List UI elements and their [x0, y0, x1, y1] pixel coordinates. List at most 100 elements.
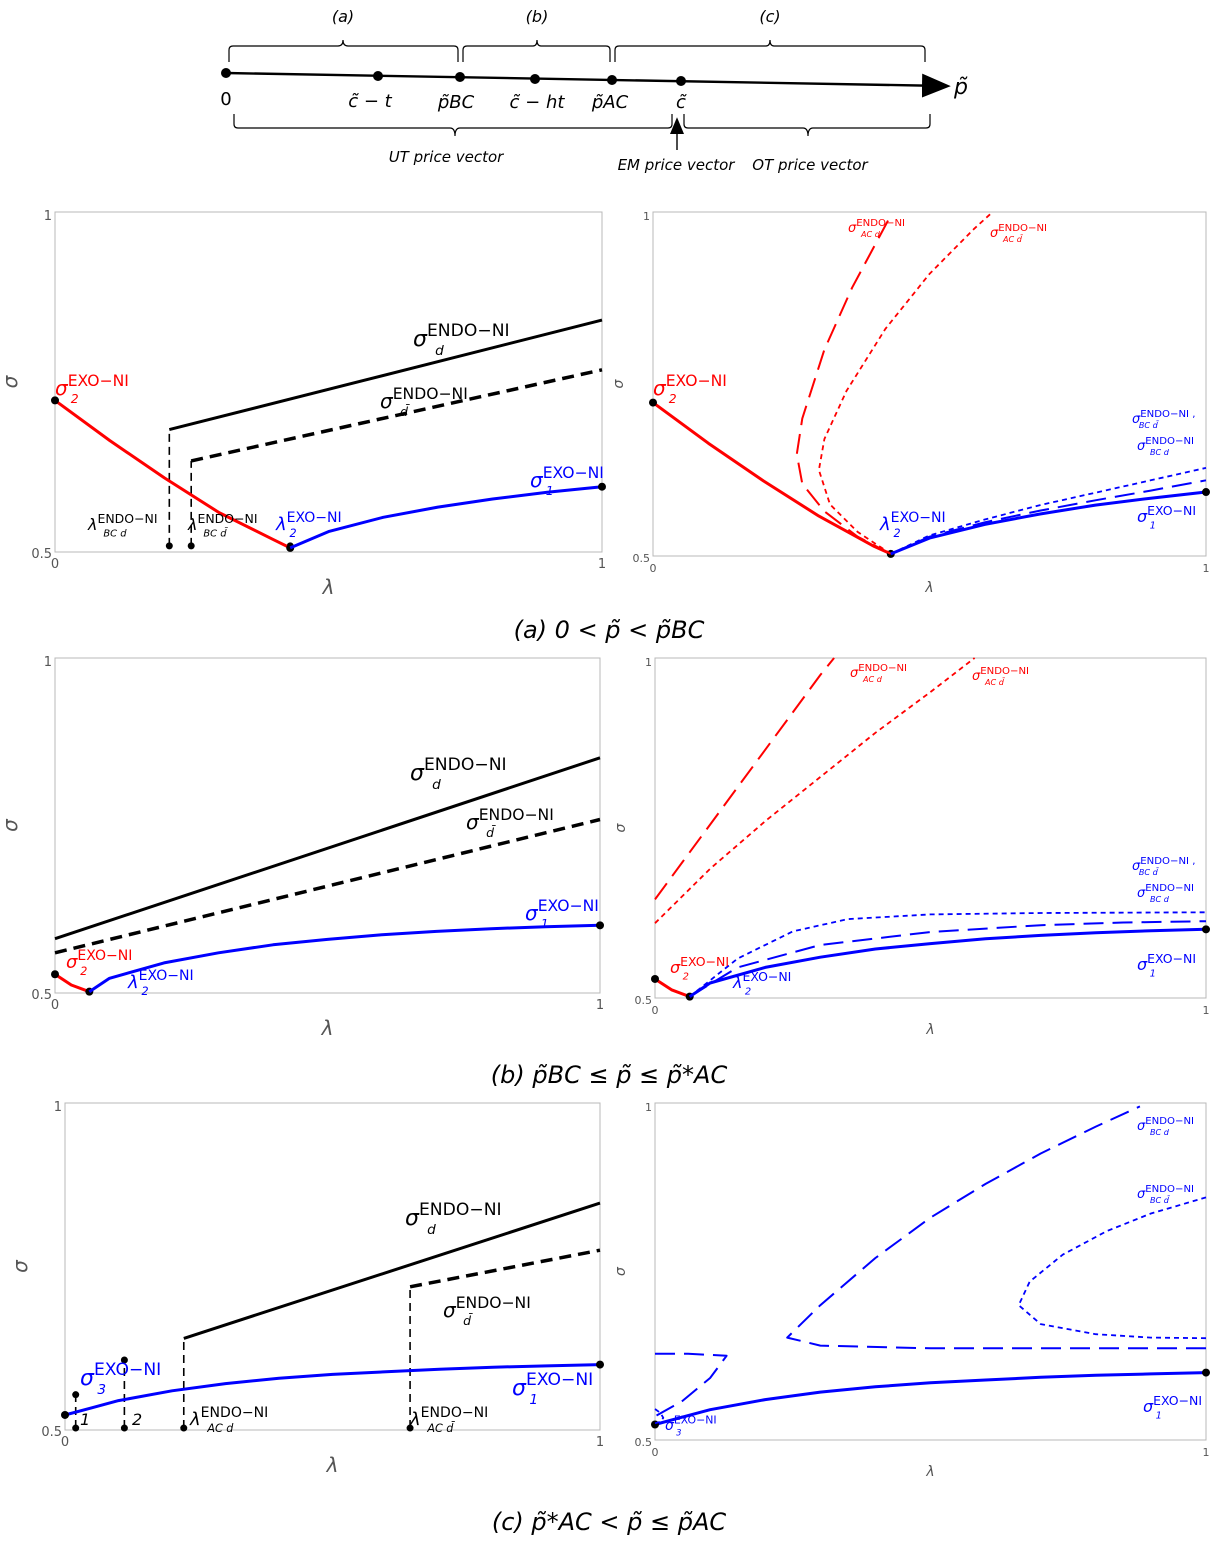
- series-label-0: σENDO−NI d: [410, 755, 507, 793]
- series-label-3: 1: [80, 1410, 90, 1429]
- x-tick-left: 0: [51, 557, 59, 572]
- series-label-6: σEXO−NI 1: [1137, 503, 1196, 532]
- bracket-label-c: (c): [759, 7, 780, 26]
- series-label-3: σENDO−NI BC d: [1137, 883, 1194, 904]
- series-label-0: σENDO−NI d: [405, 1200, 502, 1238]
- y-axis-label: σ: [0, 818, 22, 832]
- point-label-p-ac: p̃AC: [591, 92, 629, 113]
- x-axis-label: λ: [322, 575, 335, 599]
- price-line-diagram: p̃ (a) (b) (c) 0 c̃ − t p̃BC c̃ − ht p̃A…: [220, 7, 968, 174]
- ut-price-vector-label: UT price vector: [389, 148, 504, 166]
- point-label-c: c̃: [676, 92, 687, 113]
- series-line-3: [654, 657, 976, 924]
- series-line-2: [1017, 1196, 1207, 1340]
- price-axis: [225, 71, 951, 98]
- series-line-1: [890, 490, 1207, 556]
- x-axis-label: λ: [925, 1022, 934, 1038]
- y-tick-bottom: 0.5: [41, 1425, 62, 1440]
- plot-frame: [654, 657, 1207, 999]
- plot-frame: [652, 211, 1207, 557]
- x-tick-left: 0: [652, 1446, 659, 1459]
- chart-a-left: 1 0.50 1 λ σ σEXO−NI 2 σEXO−NI 1 σENDO−NI d σENDO−N…: [0, 209, 606, 599]
- y-tick-top: 1: [643, 210, 650, 223]
- series-line-2: [168, 318, 603, 432]
- marker-dot-1: [187, 542, 195, 550]
- x-axis-label: λ: [924, 580, 933, 596]
- brace-ot: [683, 114, 931, 137]
- series-line-3: [54, 817, 601, 955]
- series-label-5: λEXO−NI 2: [732, 969, 791, 998]
- caption-c: (c) p̃*AC < p̃ ≤ p̃AC: [492, 1508, 727, 1536]
- caption-a: (a) 0 < p̃ < p̃BC: [514, 616, 705, 644]
- point-p-bc: [455, 72, 465, 82]
- series-label-0: σENDO−NI BC d: [1137, 1116, 1194, 1137]
- series-label-6: λEXO−NI 2: [275, 510, 342, 540]
- series-line-2: [654, 657, 835, 900]
- series-label-0: σEXO−NI 2: [55, 372, 129, 406]
- series-line-4: [654, 1408, 665, 1425]
- marker-dot-1: [120, 1424, 128, 1432]
- point-label-p-bc: p̃BC: [437, 92, 475, 113]
- series-line-4: [689, 920, 1207, 998]
- series-line-3: [190, 368, 603, 463]
- series-label-6: σEXO−NI 1: [1137, 951, 1196, 980]
- y-axis-label: σ: [613, 822, 629, 832]
- y-axis-label: σ: [8, 1259, 32, 1273]
- series-label-2: σEXO−NI 1: [525, 897, 599, 931]
- series-label-4: σENDO−NI BC d: [1137, 436, 1194, 457]
- series-line-0: [654, 1371, 1207, 1426]
- series-label-3: σEXO−NI 1: [1143, 1393, 1202, 1422]
- series-label-0: σENDO−NI AC d: [850, 663, 907, 684]
- endpoint-dot: [51, 970, 59, 979]
- series-label-1: σENDO−NI d̄: [443, 1294, 531, 1328]
- chart-b-left: 1 0.50 1 λ σ σENDO−NI d σENDO−NI d̄ σEXO−NI 1 σEXO−…: [0, 655, 604, 1040]
- series-label-1: σENDO−NI AC d̄: [972, 666, 1029, 687]
- marker-dot-2: [180, 1424, 188, 1432]
- point-c-ht: [530, 74, 540, 84]
- x-tick-right: 1: [1203, 1446, 1210, 1459]
- x-axis-label: λ: [326, 1453, 339, 1477]
- series-line-2: [54, 756, 601, 941]
- series-label-5: λEXO−NI 2: [879, 510, 946, 540]
- series-label-4: λENDO−NI BC d: [87, 511, 158, 540]
- endpoint-dot: [1202, 488, 1210, 497]
- endpoint-dot: [1202, 925, 1210, 934]
- series-label-3: σENDO−NI d̄: [380, 385, 468, 419]
- endpoint-dot: [596, 921, 604, 930]
- brace-ut: [233, 114, 673, 137]
- y-axis-label: σ: [613, 1266, 629, 1276]
- plot-frame: [54, 657, 601, 994]
- x-tick-left: 0: [652, 1004, 659, 1017]
- series-label-5: λENDO−NI BC d̄: [187, 511, 258, 540]
- series-label-5: λENDO−NI AC d: [189, 1405, 268, 1435]
- series-line-2: [409, 1248, 601, 1289]
- y-tick-top: 1: [54, 1100, 62, 1115]
- chart-b-right: 1 0.50 1 λ σ σENDO−NI AC d σENDO−NI AC d̄ σENDO−N…: [613, 656, 1210, 1038]
- series-line-0: [654, 977, 691, 999]
- y-tick-top: 1: [44, 209, 52, 224]
- series-label-2: σEXO−NI 3: [665, 1414, 717, 1439]
- series-label-1: σENDO−NI d̄: [466, 806, 554, 840]
- point-0: [221, 68, 231, 78]
- marker-dot-0: [165, 542, 173, 550]
- x-tick-left: 0: [51, 998, 59, 1013]
- point-c-t: [373, 71, 383, 81]
- bracket-label-a: (a): [332, 7, 354, 26]
- brace-a: [228, 39, 459, 62]
- brace-c: [614, 39, 926, 62]
- series-line-5: [890, 467, 1207, 555]
- series-line-3: [654, 1352, 728, 1418]
- y-tick-bottom: 0.5: [31, 547, 52, 562]
- marker-dot-3: [406, 1424, 414, 1432]
- plot-frame: [64, 1102, 601, 1431]
- series-line-1: [786, 1105, 1206, 1350]
- ot-price-vector-label: OT price vector: [752, 156, 868, 174]
- series-line-0: [652, 401, 892, 556]
- series-label-7: σEXO−NI 1: [512, 1370, 593, 1408]
- point-label-c-ht: c̃ − ht: [510, 92, 566, 113]
- caption-b: (b) p̃BC ≤ p̃ ≤ p̃*AC: [491, 1061, 728, 1089]
- series-line-1: [88, 923, 601, 993]
- series-label-2: σEXO−NI 3: [80, 1360, 161, 1398]
- point-p-ac: [607, 75, 617, 85]
